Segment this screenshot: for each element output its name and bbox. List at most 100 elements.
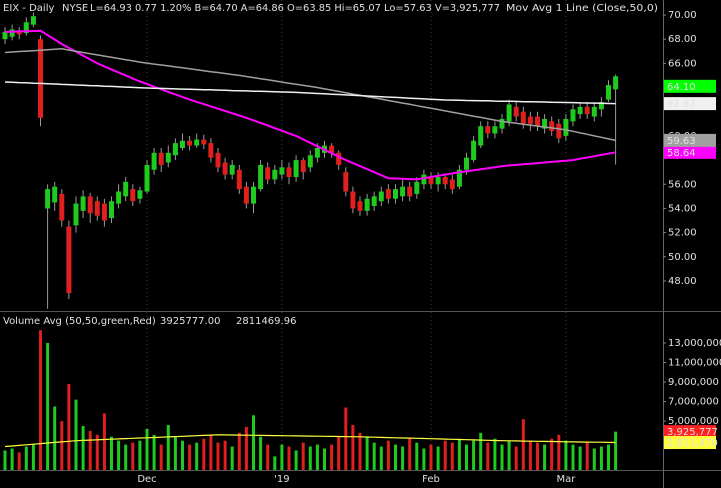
candle-body [549, 121, 555, 132]
volume-bar [528, 440, 532, 470]
volume-bar [401, 446, 405, 470]
volume-bar [24, 446, 28, 470]
candle-body [606, 85, 611, 100]
y-tick-label: 50.00 [668, 252, 697, 263]
volume-bar [394, 444, 397, 470]
volume-bar [344, 407, 348, 470]
volume-bar [614, 431, 618, 470]
candle-body [101, 203, 107, 221]
volume-bar [315, 444, 319, 470]
volume-bar [422, 448, 426, 470]
candle-body [236, 169, 242, 190]
volume-bar [479, 432, 483, 470]
volume-bar [457, 438, 461, 470]
last-price-label: 64.10 [667, 82, 696, 93]
volume-bar [372, 442, 376, 470]
candle-body [293, 160, 299, 178]
candle-body [251, 186, 256, 204]
candle-body [265, 167, 271, 180]
volume-bar [273, 456, 277, 470]
line-value-label: 58.64 [667, 148, 696, 159]
candle-body [137, 190, 143, 199]
volume-bar [31, 444, 35, 470]
volume-bar [181, 440, 184, 470]
candle-body [172, 143, 178, 156]
candle-body [180, 140, 185, 148]
candle-body [613, 76, 619, 90]
quote: L=64.93 0.77 1.20% B=64.70 A=64.86 O=63.… [90, 3, 500, 14]
volume-bar [195, 442, 199, 470]
y-tick-label: 66.00 [668, 58, 697, 69]
volume-tick-label: 13,000,000 [668, 338, 721, 349]
candle-body [9, 29, 15, 37]
volume-bar [472, 440, 476, 470]
volume-average [4, 434, 616, 448]
candle-body [542, 118, 548, 129]
candle-body [187, 140, 193, 146]
candle-body [371, 196, 377, 207]
candle-body [591, 106, 597, 117]
volume-bar [493, 438, 497, 470]
volume-bar [450, 442, 454, 470]
candle-body [456, 169, 462, 187]
candle-body [471, 140, 477, 161]
volume-bar [81, 426, 85, 470]
volume-bar [607, 444, 610, 470]
candle-body [151, 152, 157, 170]
candle-body [165, 152, 171, 163]
volume-bar [536, 442, 539, 470]
candle-body [329, 145, 335, 153]
line-value-label-box [664, 97, 716, 111]
candle-body [215, 152, 221, 168]
candle-body [123, 181, 129, 197]
volume-bar [95, 434, 99, 470]
volume-bar [521, 419, 525, 470]
line-value-label-box [664, 145, 716, 159]
candle-body [428, 177, 434, 185]
candle-body [87, 196, 93, 214]
candle-body [343, 172, 349, 192]
candle-body [116, 191, 122, 204]
candle-body [2, 31, 8, 40]
volume-bar [202, 438, 206, 470]
volume-tick-label: 9,000,000 [668, 377, 719, 388]
volume-bar [365, 436, 369, 470]
volume-bar [216, 442, 220, 470]
volume-bar [124, 444, 128, 470]
candle-body [350, 191, 356, 209]
volume-bar [500, 444, 504, 470]
volume-bar [39, 330, 42, 470]
candle-body [570, 109, 576, 122]
volume-avg-value-label: 2,811,470 [667, 438, 718, 449]
study-label: Mov Avg 1 Line (Close,50,0) [506, 3, 658, 14]
volume-bar [166, 425, 170, 470]
volume-bar [138, 440, 142, 470]
candle-body [492, 126, 498, 134]
candle-body [535, 116, 540, 127]
candle-body [336, 152, 342, 165]
candle-body [158, 152, 164, 165]
moving-average [4, 48, 616, 142]
candle-body [449, 179, 455, 190]
volume-tick-label: 5,000,000 [668, 416, 719, 427]
volume-bar [443, 440, 447, 470]
candle-body [144, 164, 150, 192]
volume-bar [585, 442, 589, 470]
candle-body [435, 177, 441, 185]
candle-body [243, 186, 249, 204]
chart-title: EIX - Daily [3, 3, 54, 14]
volume-bar [53, 406, 57, 470]
candle-body [66, 226, 72, 294]
volume-tick-label: 11,000,000 [668, 358, 721, 369]
volume-bar [599, 446, 603, 470]
volume-bar [173, 436, 177, 470]
volume-bar [145, 428, 149, 470]
volume-bar [10, 448, 14, 470]
candle-body [598, 102, 604, 110]
candle-body [314, 147, 320, 158]
candle-body [279, 167, 285, 175]
candle-body [80, 196, 86, 211]
candle-body [23, 22, 29, 34]
candle-body [208, 143, 214, 158]
line-value-label: 62.67 [667, 99, 696, 110]
